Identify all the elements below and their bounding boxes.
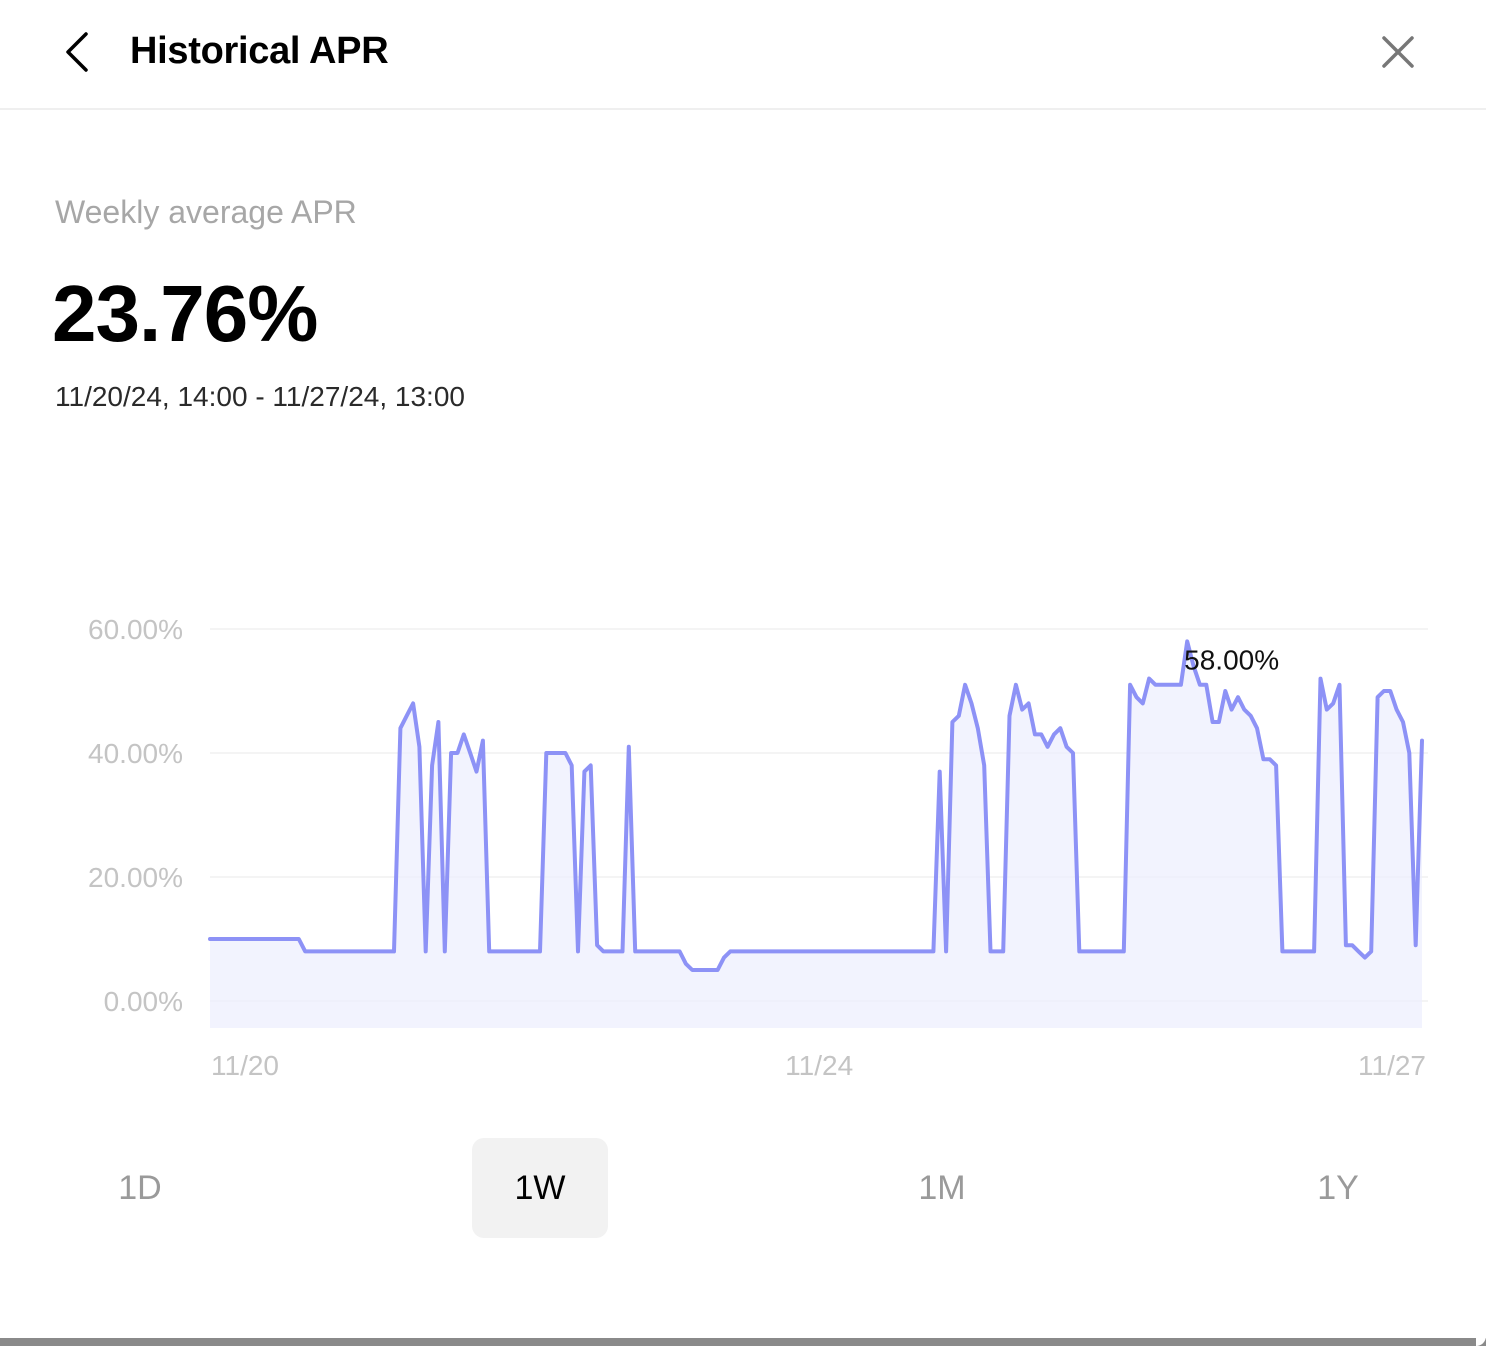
header-bar: Historical APR <box>0 0 1486 110</box>
apr-chart[interactable]: 0.00% 20.00% 40.00% 60.00% 58.00% 11/20 11/24 1… <box>0 540 1486 1100</box>
tab-label: 1W <box>514 1168 566 1207</box>
apr-average-value: 23.76% <box>52 269 318 358</box>
tab-label: 1D <box>118 1168 162 1207</box>
x-tick-label: 11/20 <box>211 1050 279 1081</box>
y-tick-label: 20.00% <box>88 862 183 893</box>
tab-1d[interactable]: 1D <box>72 1138 208 1238</box>
tab-label: 1M <box>918 1168 966 1207</box>
y-tick-label: 0.00% <box>104 986 183 1017</box>
tab-label: 1Y <box>1317 1168 1359 1207</box>
x-tick-label: 11/24 <box>785 1050 853 1081</box>
max-value-label: 58.00% <box>1184 645 1279 676</box>
close-button[interactable] <box>1370 22 1426 82</box>
apr-period-label: Weekly average APR <box>55 194 357 230</box>
date-range: 11/20/24, 14:00 - 11/27/24, 13:00 <box>55 381 465 412</box>
y-tick-label: 40.00% <box>88 738 183 769</box>
page-title: Historical APR <box>130 30 389 72</box>
window-corner <box>1476 1330 1486 1346</box>
window-bottom-edge <box>0 1338 1486 1346</box>
apr-area-fill <box>210 641 1422 1028</box>
back-button[interactable] <box>52 22 108 82</box>
tab-1m[interactable]: 1M <box>874 1138 1010 1238</box>
time-range-tabs: 1D 1W 1M 1Y <box>0 1138 1486 1240</box>
tab-1w[interactable]: 1W <box>472 1138 608 1238</box>
y-tick-label: 60.00% <box>88 614 183 645</box>
tab-1y[interactable]: 1Y <box>1270 1138 1406 1238</box>
apr-series-line <box>208 639 1424 972</box>
x-tick-label: 11/27 <box>1358 1050 1426 1081</box>
chevron-left-icon <box>66 32 88 72</box>
close-icon <box>1382 36 1414 68</box>
